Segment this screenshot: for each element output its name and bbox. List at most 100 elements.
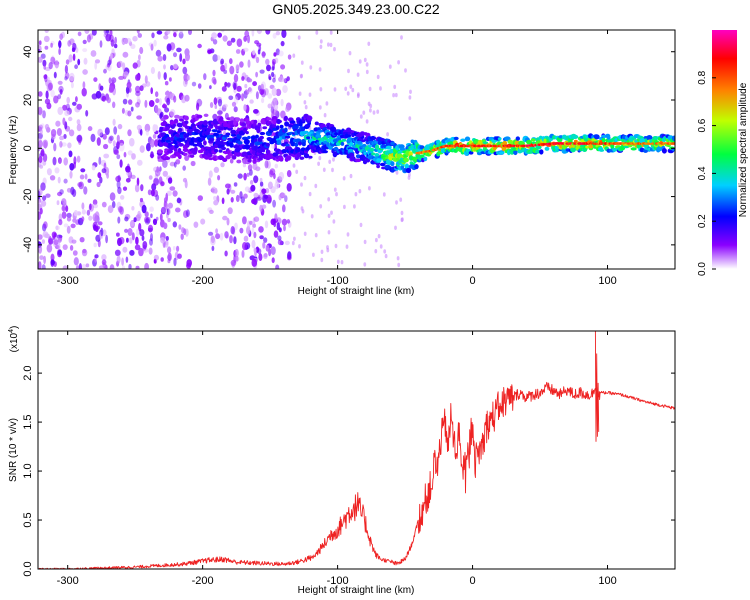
spectrogram-cell (54, 60, 59, 69)
spectrogram-cell (86, 34, 92, 43)
spectrogram-cell (320, 249, 324, 254)
spectrogram-cell (117, 206, 123, 213)
x-tick-label: 100 (598, 575, 616, 587)
spectrogram-cell (57, 106, 64, 116)
snr-marks (38, 331, 675, 569)
spectrogram-cell (43, 64, 46, 70)
spectrogram-cell (72, 53, 76, 61)
spectrogram-cell (167, 217, 171, 223)
snr-multiplier: (x104) (8, 326, 20, 353)
spectrogram-cell (38, 190, 41, 200)
spectrogram-cell (334, 132, 339, 136)
spectrogram-cell (106, 97, 111, 104)
spectrogram-cell (54, 167, 60, 174)
spectrogram-cell (229, 142, 234, 148)
spectrogram-cell (209, 209, 214, 214)
spectrogram-cell (66, 187, 72, 193)
spectrogram-cell (275, 48, 280, 56)
spectrogram-cell (139, 145, 145, 153)
spectrogram-cell (211, 32, 218, 39)
spectrogram-cell (136, 115, 143, 120)
spectrogram-cell (45, 90, 49, 99)
spectrogram-cell (261, 188, 267, 194)
spectrogram-cell (224, 231, 229, 239)
spectrogram-cell (141, 204, 147, 214)
spectrogram-cell (244, 186, 250, 192)
spectrogram-cell (314, 183, 318, 189)
spectrogram-cell (243, 47, 249, 52)
spectrogram-cell (82, 39, 87, 45)
spectrogram-cell (284, 127, 288, 133)
spectrogram-cell (165, 240, 169, 246)
spectrogram-cell (395, 200, 398, 205)
spectrogram-cell (330, 210, 333, 215)
spectrogram-cell (107, 59, 112, 66)
spectrogram-cell (251, 198, 257, 205)
spectrogram-cell (249, 220, 253, 225)
spectrogram-cell (394, 225, 397, 230)
spectrogram-cell (160, 257, 164, 262)
spectrogram-cell (144, 218, 150, 225)
spectrogram-cell (247, 59, 251, 68)
spectrogram-cell (57, 80, 63, 85)
spectrogram-cell (554, 145, 560, 150)
spectrogram-cell (283, 225, 286, 232)
spectrogram-cell (111, 48, 115, 54)
spectrogram-cell (45, 193, 51, 198)
spectrogram-cell (101, 259, 107, 266)
spectrogram-cell (77, 31, 82, 37)
spectrogram-cell (41, 239, 46, 244)
spectrogram-cell (363, 239, 367, 245)
spectrogram-cell (48, 82, 53, 91)
spectrogram-cell (174, 251, 179, 261)
spectrogram-cell (263, 237, 268, 243)
spectrogram-cell (38, 124, 43, 130)
spectrogram-cell (322, 167, 326, 172)
spectrogram-cell (601, 137, 606, 143)
spectrogram-cell (282, 204, 286, 213)
spectrogram-cell (243, 235, 249, 242)
spectrogram-cell (164, 107, 170, 113)
spectrogram-cell (259, 131, 266, 136)
spectrogram-cell (398, 144, 405, 149)
spectrogram-cell (82, 81, 86, 89)
spectrogram-cell (235, 255, 239, 262)
spectrogram-cell (363, 262, 367, 267)
spectrogram-cell (72, 101, 77, 106)
spectrogram-cell (185, 52, 190, 62)
spectrogram-cell (356, 140, 363, 144)
spectrogram-cell (133, 217, 137, 223)
spectrogram-cell (317, 137, 322, 141)
spectrogram-cell (233, 236, 237, 245)
spectrogram-cell (84, 30, 90, 34)
spectrogram-cell (266, 117, 272, 121)
spectrogram-cell (259, 181, 264, 187)
spectrogram-cell (240, 196, 245, 204)
spectrogram-cell (59, 189, 64, 195)
spectrogram-cell (229, 116, 235, 121)
spectrogram-cell (183, 228, 187, 236)
y-tick-label: 0.5 (22, 512, 34, 527)
spectrogram-cell (328, 159, 332, 164)
spectrogram-cell (280, 110, 286, 119)
spectrogram-cell (38, 188, 43, 196)
spectrogram-cell (348, 51, 352, 56)
spectrogram-cell (262, 126, 268, 130)
spectrogram-cell (243, 193, 248, 199)
spectrogram-cell (71, 239, 77, 244)
spectrogram-cell (344, 86, 348, 92)
spectrogram-cell (77, 58, 81, 66)
spectrogram-cell (129, 237, 133, 244)
spectrogram-cell (254, 145, 258, 149)
spectrogram-cell (241, 249, 245, 258)
spectrogram-cell (182, 66, 188, 75)
spectrogram-cell (61, 205, 66, 212)
y-tick-label: -20 (22, 189, 34, 205)
spectrogram-cell (277, 239, 283, 246)
spectrogram-cell (253, 231, 257, 239)
spectrogram-cell (219, 116, 224, 122)
spectrogram-cell (125, 165, 131, 173)
spectrogram-cell (419, 154, 425, 158)
spectrogram-cell (144, 211, 149, 218)
spectrogram-cell (222, 35, 228, 42)
